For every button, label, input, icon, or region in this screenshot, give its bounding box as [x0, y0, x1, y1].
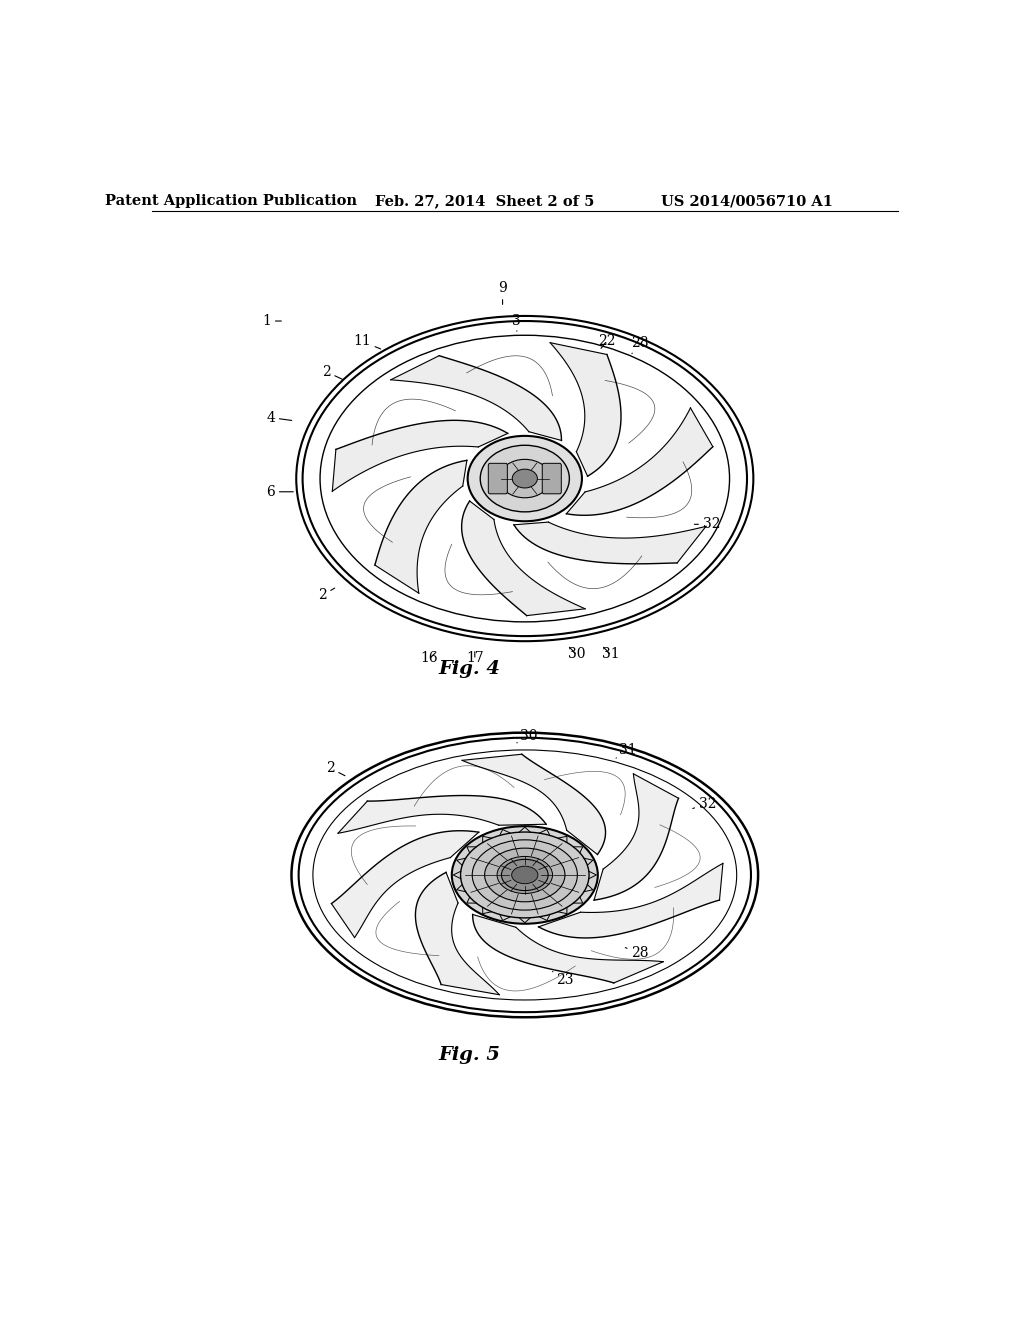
- Text: Patent Application Publication: Patent Application Publication: [105, 194, 357, 209]
- Text: 31: 31: [616, 743, 637, 758]
- Text: 28: 28: [631, 337, 648, 354]
- Ellipse shape: [512, 469, 538, 488]
- Text: 6: 6: [266, 484, 293, 499]
- Polygon shape: [514, 523, 706, 564]
- Polygon shape: [462, 502, 585, 615]
- Text: 17: 17: [466, 652, 483, 665]
- Polygon shape: [332, 830, 479, 937]
- Text: 1: 1: [262, 314, 282, 329]
- Text: 2: 2: [318, 587, 335, 602]
- Text: 32: 32: [694, 517, 720, 532]
- Ellipse shape: [461, 832, 589, 917]
- Text: Fig. 4: Fig. 4: [438, 660, 501, 677]
- Ellipse shape: [497, 857, 553, 894]
- Text: 16: 16: [421, 652, 438, 665]
- Ellipse shape: [468, 436, 582, 521]
- Text: 4: 4: [266, 411, 292, 425]
- Polygon shape: [539, 863, 723, 939]
- Text: Fig. 5: Fig. 5: [438, 1045, 501, 1064]
- Text: 23: 23: [553, 972, 573, 986]
- Ellipse shape: [480, 445, 569, 512]
- Text: 3: 3: [512, 314, 521, 331]
- Text: 11: 11: [353, 334, 381, 348]
- FancyBboxPatch shape: [543, 463, 561, 494]
- Text: 2: 2: [322, 364, 343, 379]
- Text: 32: 32: [693, 797, 716, 810]
- Text: 30: 30: [567, 647, 585, 661]
- Ellipse shape: [484, 849, 565, 902]
- Polygon shape: [550, 343, 621, 477]
- Ellipse shape: [512, 866, 538, 884]
- Text: 9: 9: [499, 281, 507, 305]
- Polygon shape: [338, 796, 546, 833]
- Text: 28: 28: [626, 946, 648, 960]
- Polygon shape: [333, 420, 508, 491]
- Ellipse shape: [502, 859, 548, 891]
- Text: Feb. 27, 2014  Sheet 2 of 5: Feb. 27, 2014 Sheet 2 of 5: [376, 194, 595, 209]
- Ellipse shape: [499, 459, 551, 498]
- Polygon shape: [375, 461, 467, 593]
- Text: US 2014/0056710 A1: US 2014/0056710 A1: [662, 194, 833, 209]
- Polygon shape: [462, 754, 605, 854]
- Text: 2: 2: [326, 762, 345, 776]
- Polygon shape: [566, 408, 713, 515]
- Text: 30: 30: [517, 729, 538, 743]
- FancyBboxPatch shape: [488, 463, 507, 494]
- Polygon shape: [416, 873, 500, 995]
- Polygon shape: [594, 774, 679, 900]
- Text: 31: 31: [602, 647, 620, 661]
- Ellipse shape: [472, 840, 578, 909]
- Text: 22: 22: [598, 334, 615, 348]
- Polygon shape: [391, 355, 561, 441]
- Polygon shape: [473, 915, 664, 983]
- Ellipse shape: [452, 826, 598, 924]
